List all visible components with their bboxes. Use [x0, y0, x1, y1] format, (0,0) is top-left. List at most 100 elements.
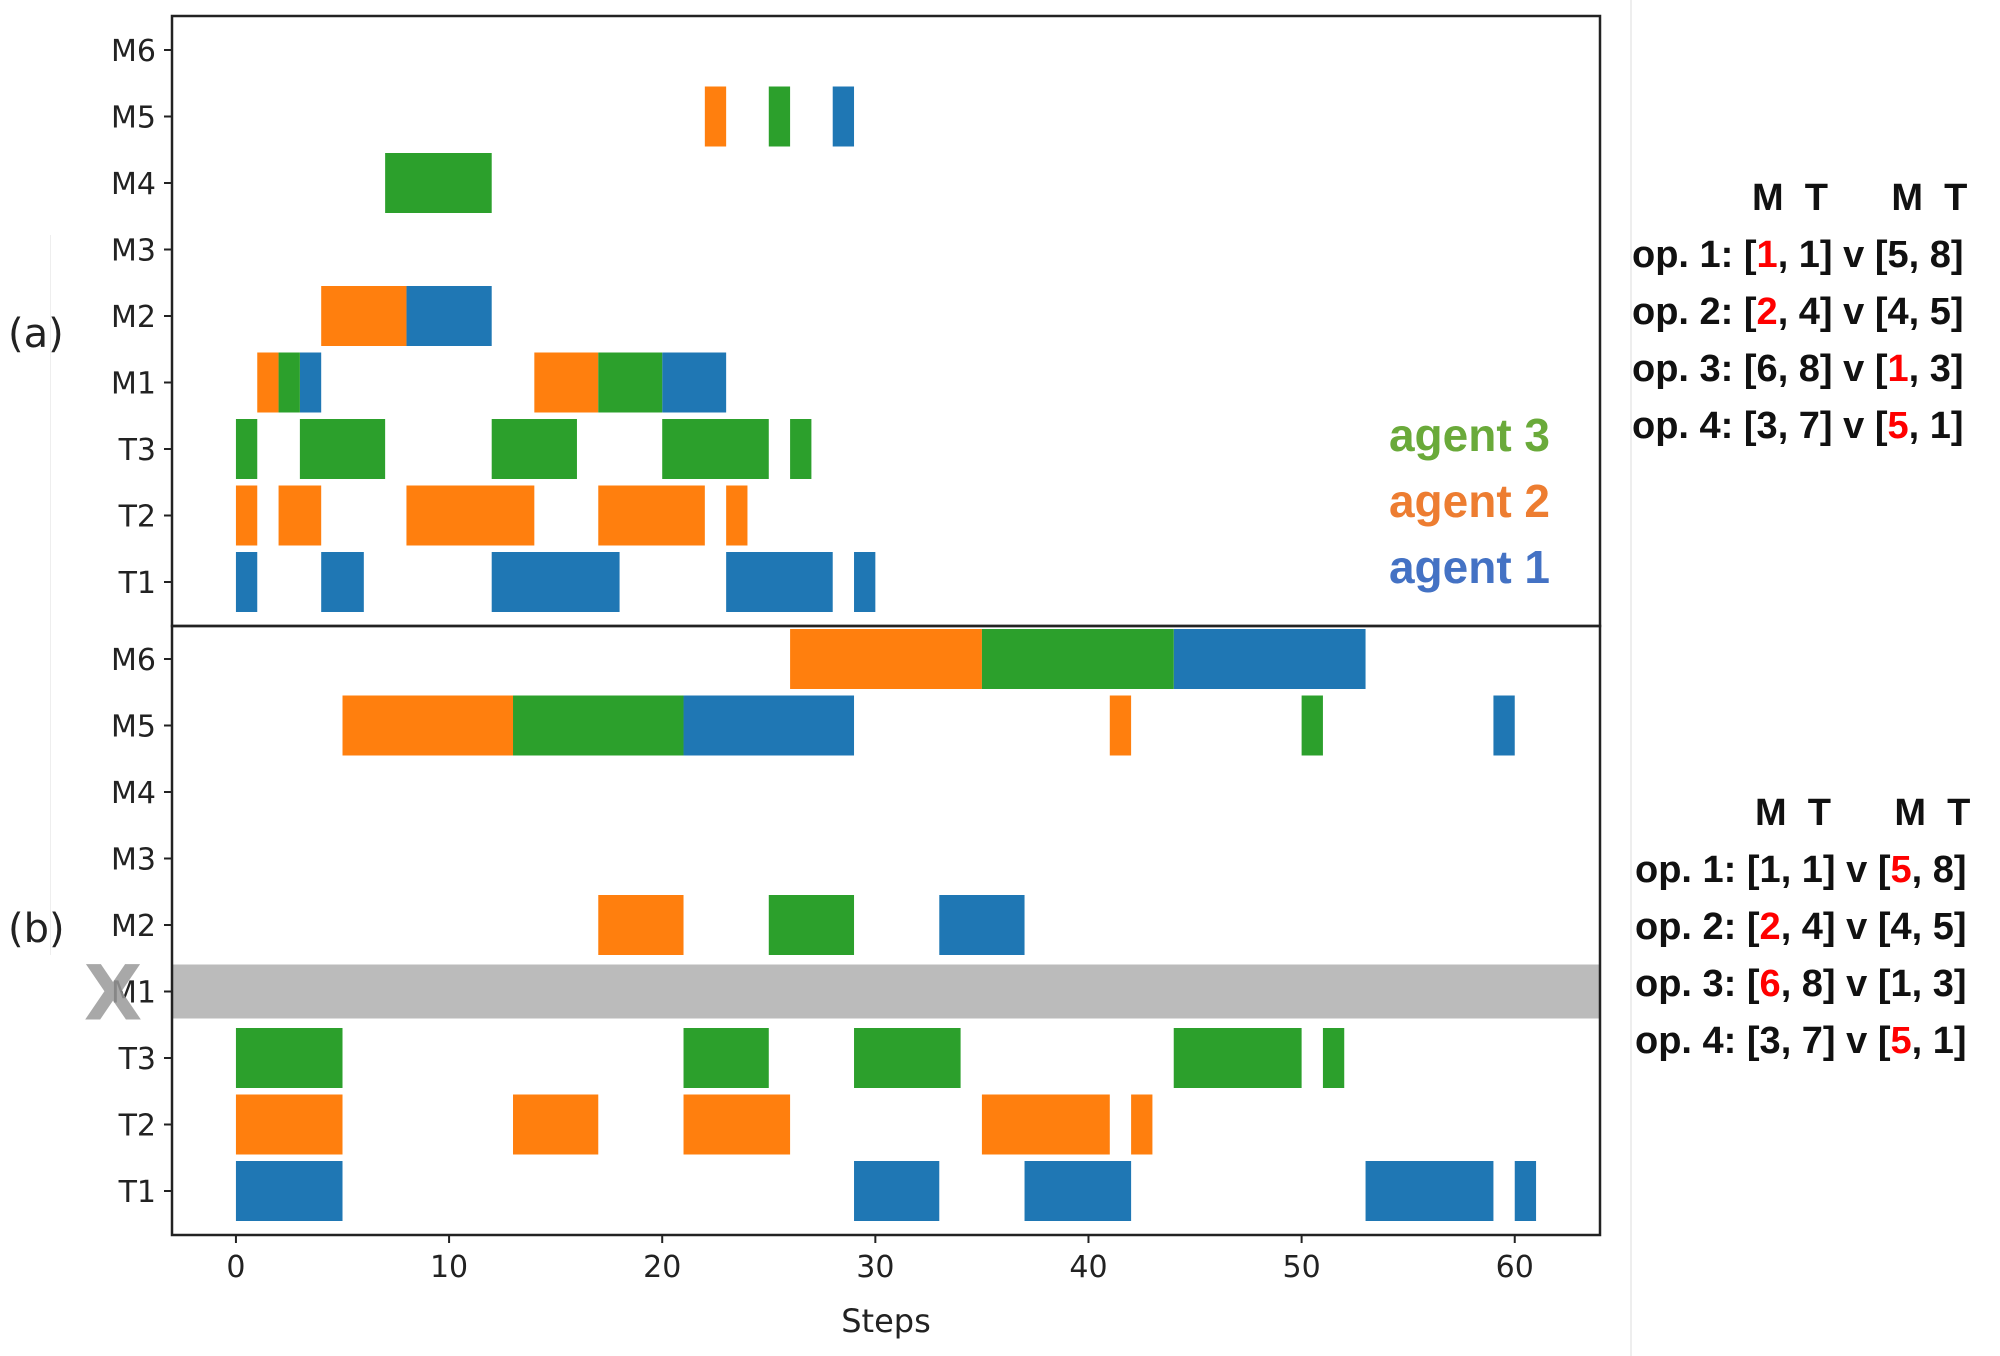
bar-agent-1-T1 — [1514, 1161, 1537, 1221]
bar-agent-2-M1 — [534, 352, 599, 413]
ops-row-part-d: , 8] — [1911, 849, 1967, 891]
ops-row-part-c: 4 — [1890, 906, 1912, 948]
bar-agent-3-M5 — [513, 695, 684, 756]
bar-agent-1-M2 — [406, 286, 492, 346]
bar-agent-1-T1 — [726, 552, 833, 612]
bar-agent-3-T3 — [790, 419, 812, 479]
ops-row-part-c: 5 — [1887, 405, 1909, 447]
ops-row-part-d: , 8] — [1908, 234, 1964, 276]
ops-row-part-b: , 7] v [ — [1777, 405, 1888, 447]
bar-agent-3-M1 — [598, 352, 663, 413]
bar-agent-2-M1 — [257, 352, 279, 413]
bar-agent-3-T3 — [662, 419, 769, 479]
bar-agent-2-M2 — [598, 895, 684, 955]
x-tick-label-60: 60 — [1496, 1250, 1534, 1285]
bar-agent-1-T1 — [1365, 1161, 1494, 1221]
bar-agent-3-M6 — [981, 629, 1174, 689]
x-tick-label-30: 30 — [856, 1250, 894, 1285]
y-tick-label-M3: M3 — [111, 843, 156, 878]
bar-agent-1-T1 — [491, 552, 620, 612]
x-tick-label-20: 20 — [643, 1250, 681, 1285]
bar-agent-2-M2 — [321, 286, 407, 346]
bar-agent-1-M1 — [299, 352, 322, 413]
y-tick-label-M4: M4 — [111, 167, 156, 202]
bar-agent-1-T1 — [235, 1161, 343, 1221]
ops-row-part-prefix: op. 4: [ — [1635, 1020, 1760, 1062]
ops-row-part-c: 5 — [1890, 849, 1912, 891]
y-tick-label-M5: M5 — [111, 101, 156, 136]
ops-row-part-d: , 1] — [1911, 1020, 1967, 1062]
plot-frame — [170, 624, 1602, 1237]
panel-b: T1 T2 T3 M1 M2 M3 M4 M5 M6 X (b) 0 10 20 30 40 50 60 Steps — [8, 624, 1602, 1340]
legend-agent-2: agent 2 — [1389, 475, 1550, 527]
ops-row-part-b: , 8] v [ — [1777, 348, 1888, 390]
bar-agent-3-T3 — [1322, 1028, 1345, 1088]
x-tick-label-0: 0 — [226, 1250, 245, 1285]
ops-row-part-d: , 1] — [1908, 405, 1964, 447]
y-tick-label-T3: T3 — [118, 1042, 156, 1077]
bar-agent-2-T2 — [1131, 1094, 1153, 1155]
bar-agent-1-T1 — [235, 552, 258, 612]
bar-agent-2-T2 — [513, 1094, 599, 1155]
bar-agent-2-T2 — [235, 1094, 343, 1155]
bar-agent-2-M6 — [790, 629, 982, 689]
x-tick-label-10: 10 — [430, 1250, 468, 1285]
x-axis-label: Steps — [841, 1302, 931, 1340]
ops-header: M T M T — [1755, 792, 1971, 834]
legend-agent-1: agent 1 — [1389, 541, 1550, 593]
ops-row-part-prefix: op. 3: [ — [1632, 348, 1757, 390]
bar-agent-1-M5 — [683, 695, 855, 756]
bar-agent-3-T3 — [854, 1028, 961, 1088]
ops-row-part-b: , 4] v [ — [1777, 291, 1888, 333]
unavailable-band — [172, 964, 1600, 1019]
bar-agent-2-M5 — [704, 86, 727, 147]
ops-row-3: op. 3: [6, 8] v [1, 3] — [1635, 956, 1970, 1013]
ops-row-part-d: , 5] — [1908, 291, 1964, 333]
bar-agent-1-T1 — [854, 1161, 940, 1221]
ops-row-2: op. 2: [2, 4] v [4, 5] — [1635, 899, 1970, 956]
panel-a: T1 T2 T3 M1 M2 M3 M4 M5 M6 (a) agent 3 agent 2 agent… — [8, 14, 1602, 628]
ops-row-part-a: 2 — [1759, 906, 1781, 948]
ops-row-part-c: 4 — [1887, 291, 1909, 333]
y-tick-label-M5: M5 — [111, 710, 156, 745]
ops-row-part-b: , 7] v [ — [1780, 1020, 1891, 1062]
panel-label: (b) — [8, 906, 65, 952]
bar-agent-3-M5 — [768, 86, 791, 147]
bar-agent-1-M5 — [832, 86, 855, 147]
y-tick-label-M1: M1 — [111, 367, 156, 402]
bar-agent-1-T1 — [321, 552, 364, 612]
y-tick-label-M2: M2 — [111, 300, 156, 335]
gantt-figure: T1 T2 T3 M1 M2 M3 M4 M5 M6 (a) agent 3 agent 2 agent… — [8, 14, 1602, 1340]
ops-row-part-prefix: op. 2: [ — [1632, 291, 1757, 333]
y-tick-label-T1: T1 — [118, 566, 156, 601]
x-tick-label-50: 50 — [1283, 1250, 1321, 1285]
ops-row-part-d: , 5] — [1911, 906, 1967, 948]
bar-agent-1-M5 — [1493, 695, 1515, 756]
ops-row-4: op. 4: [3, 7] v [5, 1] — [1632, 398, 1967, 455]
bar-agent-2-T2 — [726, 485, 748, 546]
ops-row-part-d: , 3] — [1911, 963, 1967, 1005]
ops-row-part-b: , 1] v [ — [1780, 849, 1891, 891]
y-tick-label-T1: T1 — [118, 1175, 156, 1210]
bar-agent-3-T3 — [235, 1028, 343, 1088]
ops-row-part-c: 1 — [1887, 348, 1909, 390]
ops-row-part-d: , 3] — [1908, 348, 1964, 390]
right-divider — [1630, 0, 1632, 1356]
bar-agent-1-T1 — [1024, 1161, 1132, 1221]
y-tick-label-M4: M4 — [111, 776, 156, 811]
ops-row-part-a: 6 — [1759, 963, 1781, 1005]
unavailable-x-marker: X — [84, 949, 143, 1038]
ops-row-part-a: 3 — [1759, 1020, 1781, 1062]
ops-row-part-prefix: op. 4: [ — [1632, 405, 1757, 447]
bar-agent-2-T2 — [981, 1094, 1110, 1155]
ops-row-part-a: 6 — [1756, 348, 1778, 390]
ops-row-3: op. 3: [6, 8] v [1, 3] — [1632, 341, 1967, 398]
bar-agent-2-M5 — [1109, 695, 1132, 756]
x-tick-label-40: 40 — [1069, 1250, 1107, 1285]
ops-row-part-prefix: op. 3: [ — [1635, 963, 1760, 1005]
y-tick-label-T3: T3 — [118, 433, 156, 468]
ops-row-part-c: 5 — [1887, 234, 1909, 276]
bar-agent-3-T3 — [683, 1028, 769, 1088]
ops-row-part-b: , 1] v [ — [1777, 234, 1888, 276]
